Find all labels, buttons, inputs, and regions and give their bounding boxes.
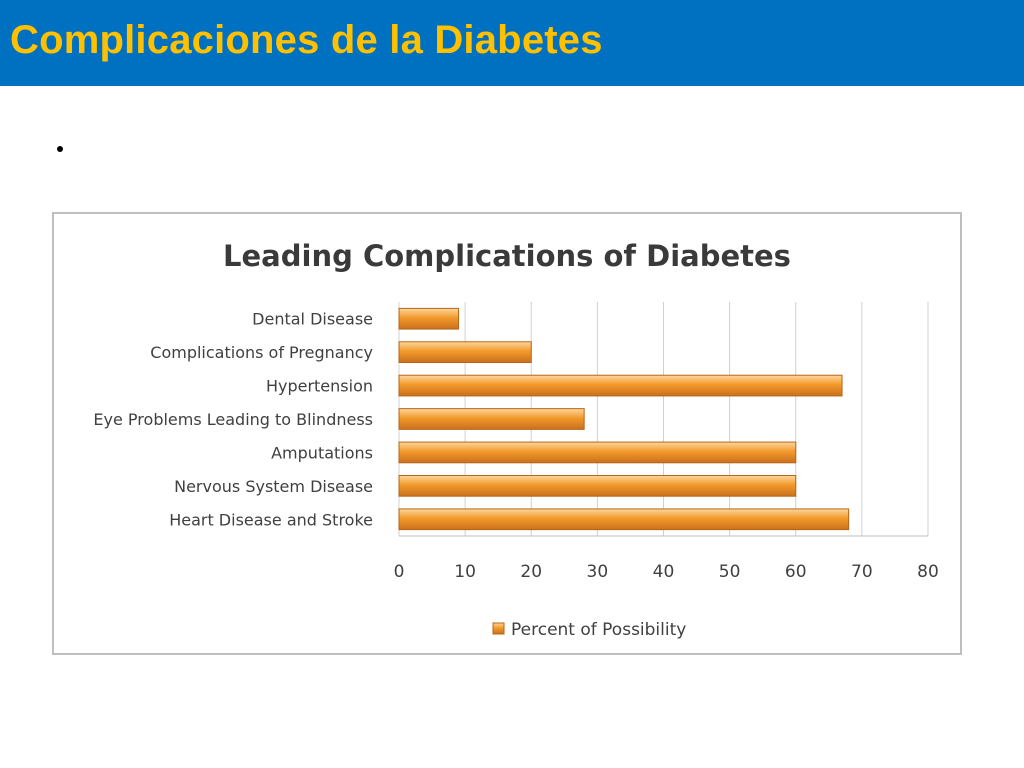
chart-title: Leading Complications of Diabetes	[223, 239, 791, 273]
x-tick-label: 70	[851, 562, 873, 582]
bar-amputations	[398, 441, 797, 464]
legend: Percent of Possibility	[492, 620, 686, 640]
x-tick-label: 80	[917, 562, 939, 582]
bar-hypertension	[398, 374, 843, 397]
bar-complications-of-pregnancy	[398, 341, 532, 364]
category-label: Hypertension	[266, 377, 373, 396]
x-tick-label: 20	[520, 562, 542, 582]
legend-label: Percent of Possibility	[511, 620, 686, 640]
bullet-point	[57, 146, 63, 152]
x-tick-labels: 0 10 20 30 40 50 60 70 80	[394, 562, 939, 582]
x-tick-label: 50	[719, 562, 741, 582]
category-label: Complications of Pregnancy	[150, 343, 373, 362]
slide-header: Complicaciones de la Diabetes	[0, 0, 1024, 86]
bars	[398, 307, 850, 531]
category-labels: Dental Disease Complications of Pregnancy…	[93, 310, 373, 530]
legend-swatch	[492, 622, 505, 635]
x-tick-label: 30	[587, 562, 609, 582]
category-label: Heart Disease and Stroke	[169, 510, 373, 529]
bar-heart-disease-and-stroke	[398, 508, 850, 531]
chart-frame	[52, 212, 962, 655]
slide-title: Complicaciones de la Diabetes	[10, 18, 603, 62]
x-tick-label: 60	[785, 562, 807, 582]
category-label: Eye Problems Leading to Blindness	[93, 410, 373, 429]
bar-nervous-system-disease	[398, 474, 797, 497]
x-tick-label: 40	[653, 562, 675, 582]
x-tick-label: 10	[454, 562, 476, 582]
category-label: Dental Disease	[252, 310, 373, 329]
category-label: Amputations	[271, 443, 373, 462]
bar-dental-disease	[398, 307, 460, 330]
bar-eye-problems-leading-to-blindness	[398, 408, 585, 430]
x-tick-label: 0	[394, 562, 405, 582]
category-label: Nervous System Disease	[174, 477, 373, 496]
